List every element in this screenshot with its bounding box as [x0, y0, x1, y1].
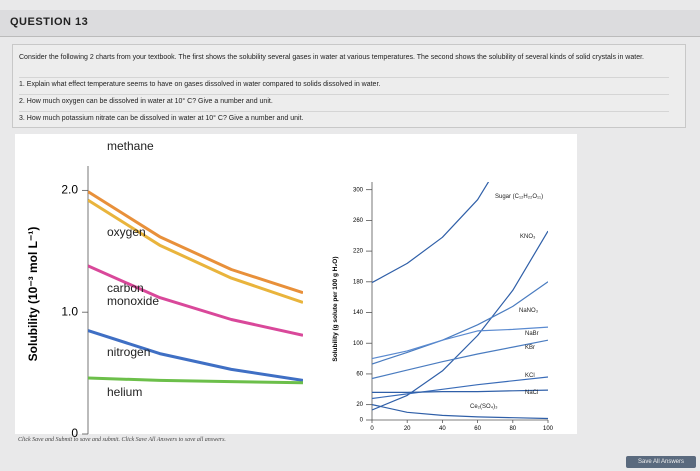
y-tick-label: 1.0 — [61, 304, 78, 318]
question-item: 2. How much oxygen can be dissolved in w… — [19, 94, 669, 105]
series-label: NaCl — [525, 390, 539, 396]
y-axis-label: Solubility (10⁻³ mol L⁻¹) — [26, 227, 40, 362]
y-tick-label: 100 — [353, 341, 364, 347]
series-line — [88, 264, 303, 337]
series-line — [88, 190, 303, 295]
series-label: carbon monoxide — [107, 281, 160, 308]
series-label: nitrogen — [107, 345, 151, 359]
x-tick-label: 60 — [474, 426, 481, 432]
series-label: NaNO₃ — [519, 308, 539, 314]
series-line — [372, 281, 548, 365]
series-line — [372, 326, 548, 360]
question-item: 1. Explain what effect temperature seems… — [19, 77, 669, 88]
series-label: KCl — [525, 373, 535, 379]
x-tick-label: 80 — [509, 426, 516, 432]
series-line — [88, 329, 303, 382]
y-tick-label: 260 — [353, 218, 364, 224]
series-line — [372, 182, 490, 284]
x-tick-label: 20 — [404, 426, 411, 432]
y-tick-label: 60 — [356, 372, 363, 378]
x-tick-label: 100 — [543, 426, 554, 432]
series-label: NaBr — [525, 331, 539, 337]
series-line — [372, 404, 548, 420]
y-tick-label: 2.0 — [61, 183, 78, 197]
y-tick-label: 300 — [353, 187, 364, 193]
series-label: Ce₂(SO₄)₃ — [470, 404, 498, 410]
series-label: helium — [107, 385, 143, 399]
y-tick-label: 220 — [353, 249, 364, 255]
question-item: 3. How much potassium nitrate can be dis… — [19, 111, 669, 122]
question-header: QUESTION 13 — [0, 10, 700, 37]
y-tick-label: 180 — [353, 279, 364, 285]
series-line — [372, 230, 548, 411]
y-tick-label: 0 — [360, 418, 364, 424]
series-line — [372, 339, 548, 380]
footer-text: Click Save and Submit to save and submit… — [18, 437, 226, 443]
y-tick-label: 20 — [356, 402, 363, 408]
x-tick-label: 0 — [370, 426, 374, 432]
charts-panel: Solubility (10⁻³ mol L⁻¹) 2.0 1.0 0 Solubili… — [15, 134, 577, 440]
series-label: oxygen — [107, 225, 146, 239]
intro-text: Consider the following 2 charts from you… — [19, 54, 644, 61]
series-line — [88, 376, 303, 385]
charts: Solubility (10⁻³ mol L⁻¹) 2.0 1.0 0 Solubili… — [26, 166, 554, 440]
series-label: methane — [107, 139, 154, 153]
series-label: KNO₃ — [520, 234, 536, 240]
series-label: Sugar (C₁₂H₂₂O₁₁) — [495, 194, 544, 200]
instructions: Consider the following 2 charts from you… — [12, 44, 686, 128]
series-line — [372, 389, 548, 393]
x-tick-label: 40 — [439, 426, 446, 432]
y-tick-label: 0 — [71, 426, 78, 440]
y-tick-label: 140 — [353, 310, 364, 316]
question-title: QUESTION 13 — [10, 16, 89, 28]
save-all-button[interactable]: Save All Answers — [626, 456, 696, 468]
y-axis-label: Solubility (g solute per 100 g H₂O) — [332, 256, 339, 361]
series-line — [88, 198, 303, 304]
series-label: KBr — [525, 345, 536, 351]
series-line — [372, 376, 548, 400]
